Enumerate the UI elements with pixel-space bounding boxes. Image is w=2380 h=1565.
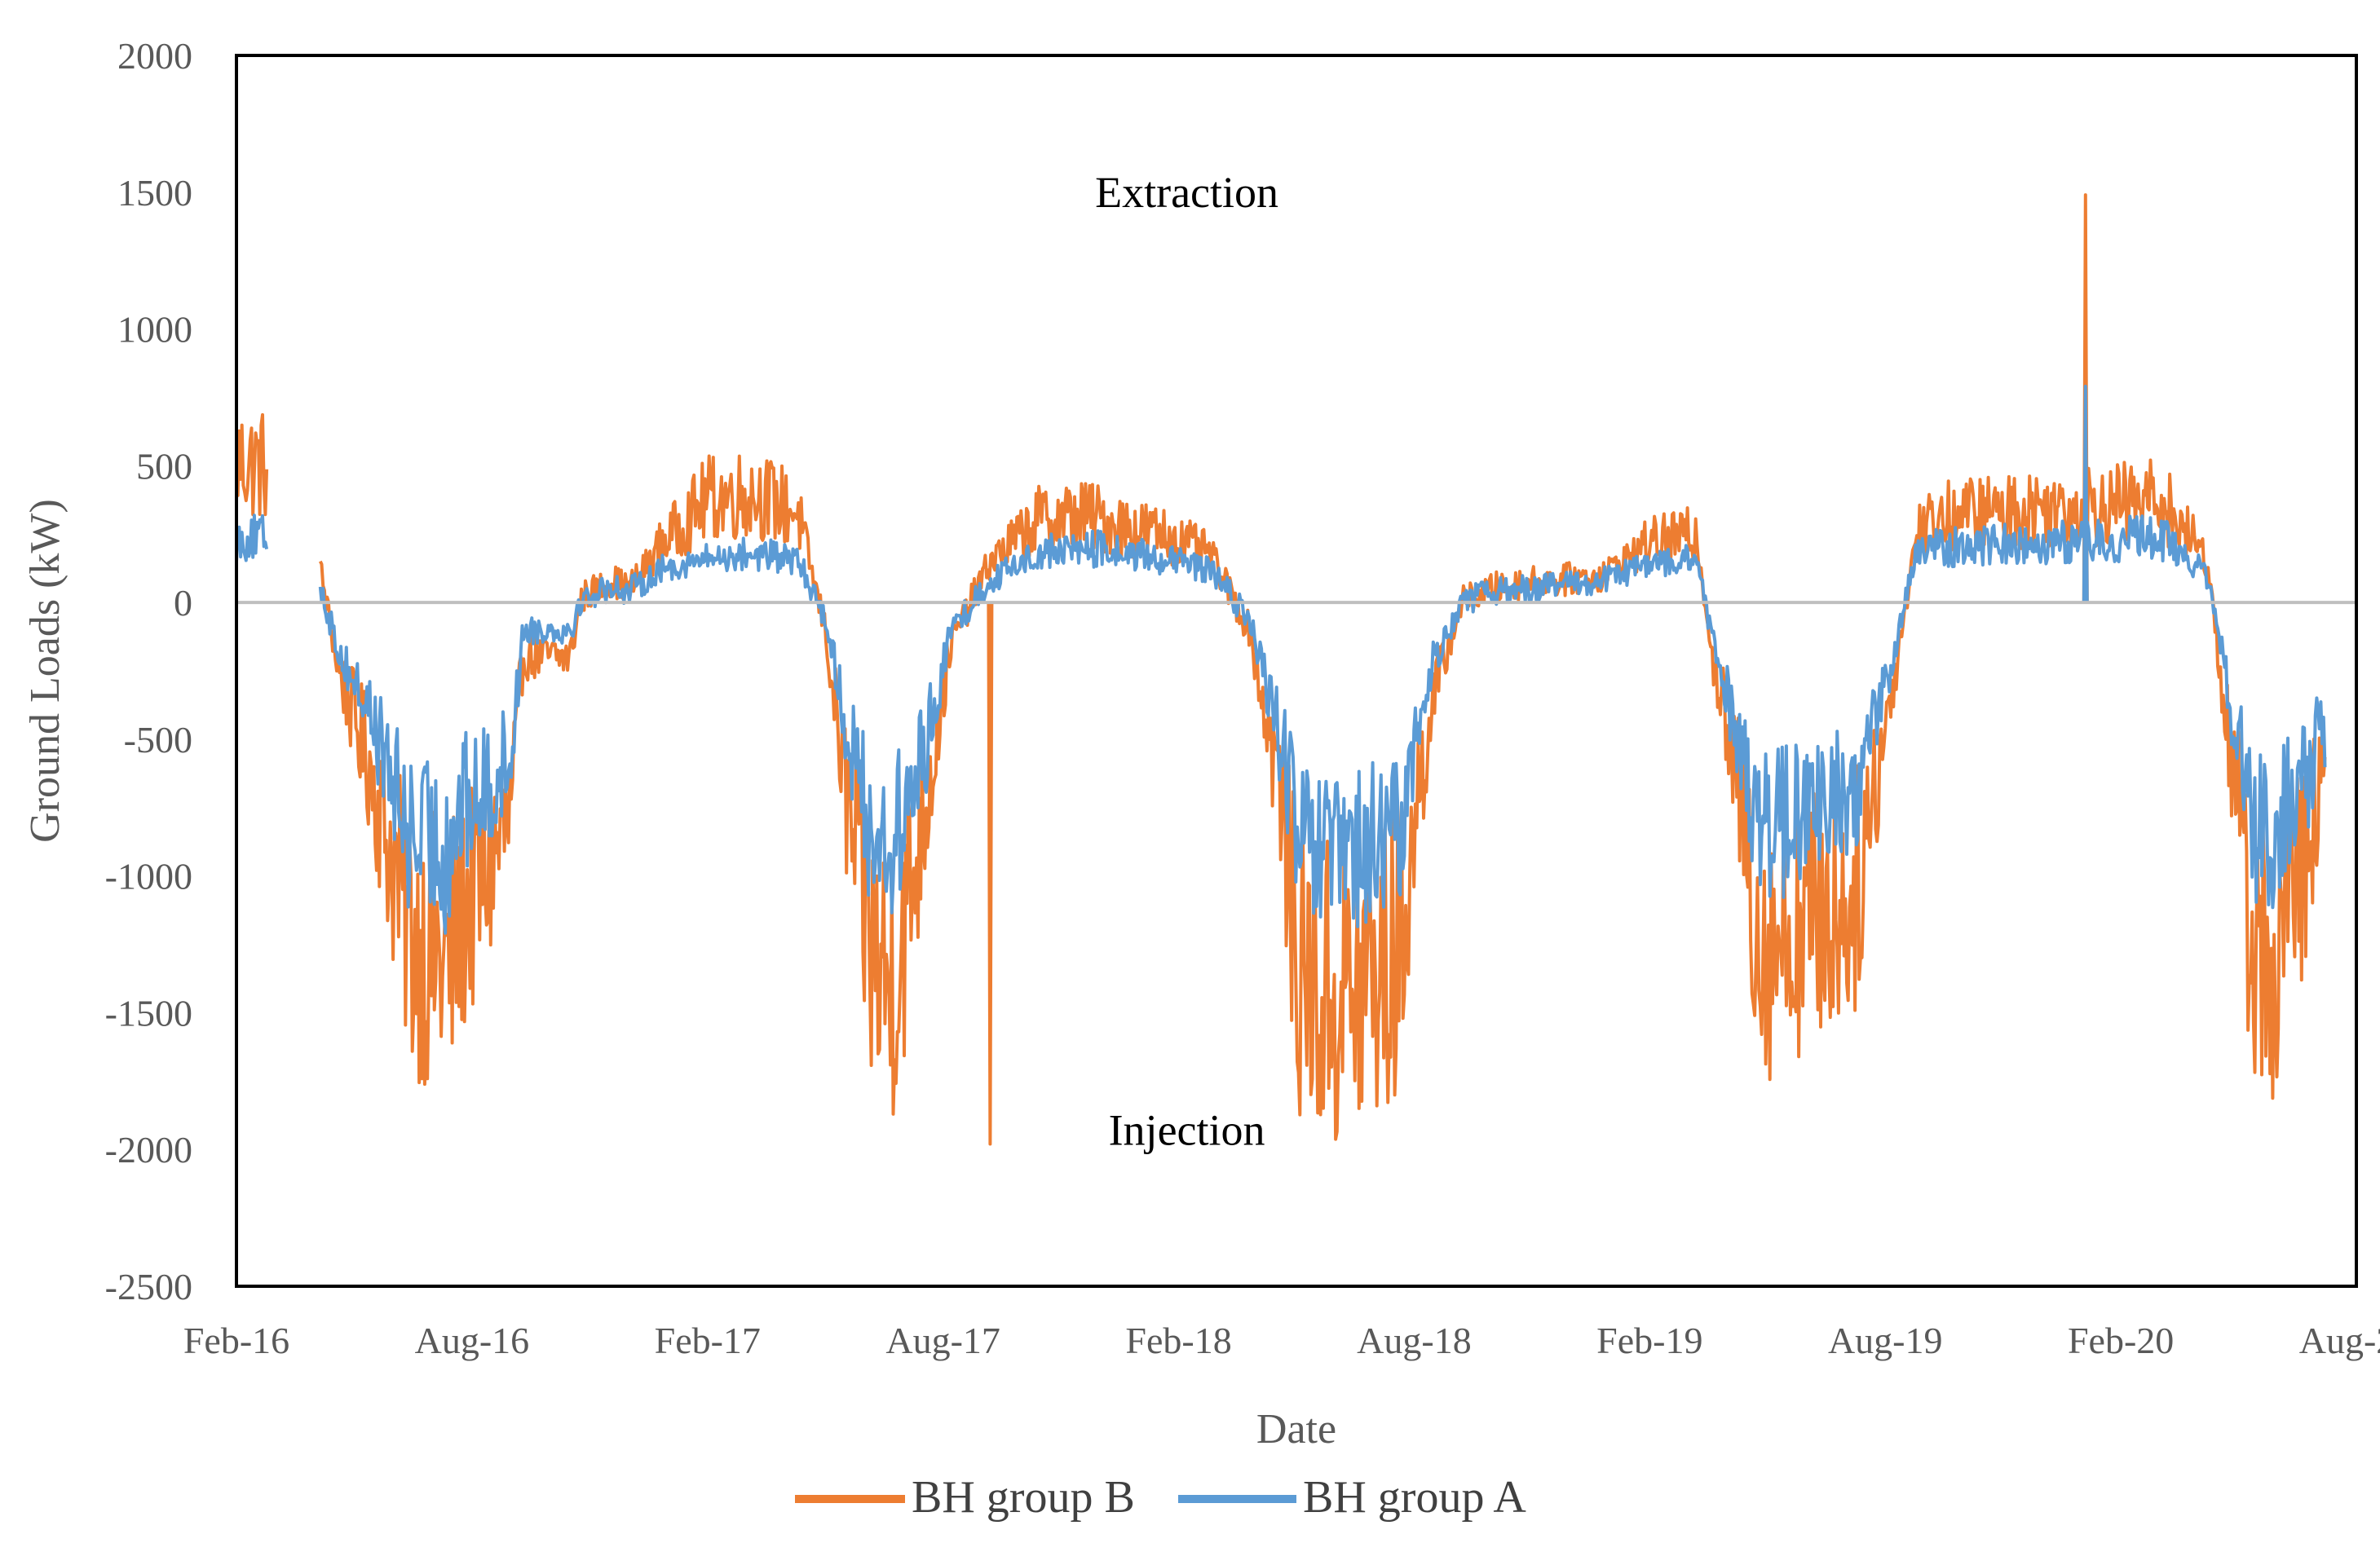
y-tick-label: -1500 — [105, 992, 192, 1034]
series-line-bh-group-b — [235, 412, 269, 517]
series-line-bh-group-b — [318, 454, 2327, 1141]
x-tick-label: Aug-18 — [1357, 1320, 1472, 1361]
x-tick-label: Aug-20 — [2299, 1320, 2380, 1361]
series-line-bh-group-a — [235, 514, 269, 562]
y-axis: 2000 1500 1000 500 0 -500 -1000 -1500 -2000 -2500 — [105, 35, 192, 1307]
series-line-bh-group-b — [987, 602, 994, 1146]
series-layer — [235, 193, 2327, 1146]
y-axis-title: Ground Loads (kW) — [22, 499, 68, 843]
x-tick-label: Feb-16 — [183, 1320, 289, 1361]
x-tick-label: Feb-20 — [2068, 1320, 2174, 1361]
plot-area-frame — [235, 54, 2358, 1288]
y-tick-label: 1000 — [117, 309, 192, 350]
series-line-bh-group-a — [318, 514, 2327, 935]
legend-label-bh-group-b: BH group B — [912, 1472, 1135, 1523]
x-tick-label: Aug-19 — [1828, 1320, 1943, 1361]
x-tick-label: Feb-18 — [1125, 1320, 1231, 1361]
x-tick-label: Feb-19 — [1596, 1320, 1702, 1361]
y-tick-label: 500 — [136, 445, 192, 487]
y-tick-label: 0 — [174, 582, 192, 624]
x-tick-label: Aug-16 — [415, 1320, 530, 1361]
annotation-extraction: Extraction — [1095, 168, 1278, 217]
y-tick-label: 1500 — [117, 172, 192, 214]
y-tick-label: 2000 — [117, 35, 192, 77]
x-axis: Feb-16 Aug-16 Feb-17 Aug-17 Feb-18 Aug-18 Feb-… — [183, 1320, 2380, 1361]
legend-label-bh-group-a: BH group A — [1303, 1472, 1526, 1523]
annotation-injection: Injection — [1109, 1106, 1265, 1155]
x-tick-label: Aug-17 — [885, 1320, 1000, 1361]
x-axis-title: Date — [1256, 1406, 1336, 1453]
y-tick-label: -500 — [124, 719, 192, 760]
x-tick-label: Feb-17 — [655, 1320, 761, 1361]
series-line-bh-group-a — [2082, 385, 2089, 603]
y-tick-label: -2000 — [105, 1129, 192, 1170]
y-tick-label: -2500 — [105, 1266, 192, 1307]
legend: BH group B BH group A — [795, 1472, 1526, 1523]
y-tick-label: -1000 — [105, 856, 192, 897]
